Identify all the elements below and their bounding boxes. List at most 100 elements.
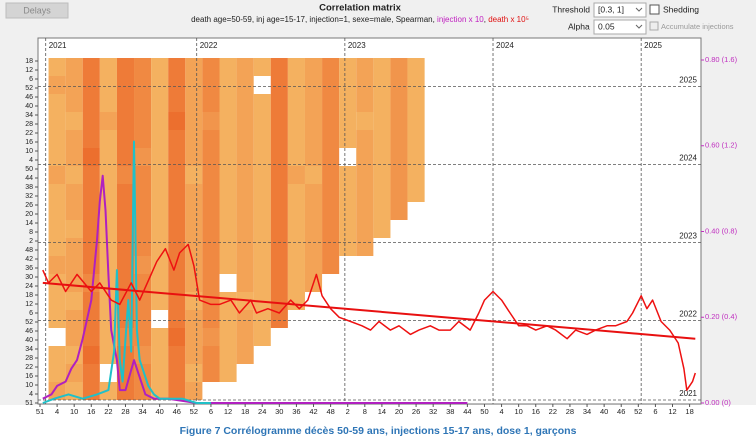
- heatmap-cell: [202, 238, 220, 256]
- heatmap-cell: [270, 76, 288, 94]
- y-week-label: 50: [25, 166, 33, 173]
- heatmap-cell: [322, 58, 340, 76]
- y-tick-label: 0.00 (0): [705, 398, 731, 407]
- y-tick-label: 0.20 (0.4): [705, 312, 738, 321]
- heatmap-cell: [236, 202, 254, 220]
- heatmap-cell: [168, 238, 186, 256]
- heatmap-cell: [287, 94, 305, 112]
- threshold-value[interactable]: [0.3, 1]: [598, 4, 624, 14]
- heatmap-cell: [236, 274, 254, 292]
- heatmap-cell: [116, 346, 135, 364]
- x-tick-label: 28: [566, 407, 574, 416]
- year-label-top: 2021: [49, 41, 67, 50]
- heatmap-cell: [48, 184, 66, 202]
- threshold-select[interactable]: [593, 2, 647, 18]
- heatmap-cell: [185, 238, 203, 256]
- heatmap-cell: [82, 166, 100, 184]
- chart-title: Correlation matrix: [319, 3, 402, 14]
- heatmap-cell: [373, 130, 391, 148]
- heatmap-cell: [287, 112, 305, 130]
- x-tick-label: 18: [685, 407, 693, 416]
- heatmap-cell: [253, 94, 271, 112]
- heatmap-cell: [99, 58, 117, 76]
- heatmap-cell: [202, 76, 220, 94]
- heatmap-cell: [202, 112, 220, 130]
- heatmap-cell: [373, 112, 391, 130]
- heatmap-cell: [185, 58, 203, 76]
- delays-label[interactable]: Delays: [23, 5, 51, 15]
- y-week-label: 46: [25, 94, 33, 101]
- heatmap-cell: [48, 238, 66, 256]
- heatmap-cell: [151, 202, 169, 220]
- heatmap-cell: [99, 130, 117, 148]
- heatmap-cell: [134, 220, 152, 238]
- y-week-label: 28: [25, 121, 33, 128]
- y-week-label: 40: [25, 337, 33, 344]
- heatmap-cell: [202, 166, 220, 184]
- y-week-label: 12: [25, 67, 33, 74]
- heatmap-cell: [322, 112, 340, 130]
- heatmap-cell: [185, 166, 203, 184]
- heatmap-cell: [219, 346, 237, 364]
- y-week-label: 6: [29, 76, 33, 83]
- accumulate-label[interactable]: Accumulate injections: [661, 22, 734, 31]
- heatmap-cell: [185, 112, 203, 130]
- heatmap-cell: [287, 184, 305, 202]
- alpha-select[interactable]: [593, 19, 647, 35]
- delays-button[interactable]: [5, 2, 69, 19]
- y-week-label: 40: [25, 103, 33, 110]
- heatmap-cell: [253, 130, 271, 148]
- heatmap-cell: [168, 382, 186, 400]
- heatmap-cell: [82, 112, 100, 130]
- heatmap-cell: [253, 112, 271, 130]
- heatmap-cell: [219, 184, 237, 202]
- heatmap-cell: [48, 94, 66, 112]
- heatmap-cell: [304, 130, 323, 148]
- heatmap-cell: [219, 148, 237, 166]
- heatmap-cell: [270, 130, 288, 148]
- heatmap-cell: [168, 256, 186, 274]
- heatmap-cell: [65, 256, 83, 274]
- heatmap-cell: [168, 292, 186, 310]
- heatmap-cell: [270, 220, 288, 238]
- x-tick-label: 46: [173, 407, 181, 416]
- figure-caption: Figure 7 Corrélogramme décès 50-59 ans, …: [180, 425, 577, 437]
- heatmap-cell: [322, 202, 340, 220]
- x-tick-label: 20: [395, 407, 403, 416]
- heatmap-cell: [65, 202, 83, 220]
- heatmap-cell: [202, 148, 220, 166]
- heatmap-cell: [202, 310, 220, 328]
- shedding-label[interactable]: Shedding: [663, 4, 699, 14]
- heatmap-cell: [373, 94, 391, 112]
- heatmap-cell: [202, 94, 220, 112]
- heatmap-cell: [168, 220, 186, 238]
- heatmap-cell: [202, 364, 220, 382]
- year-label-right: 2025: [679, 76, 697, 85]
- accumulate-checkbox[interactable]: [649, 21, 659, 31]
- heatmap-cell: [65, 292, 83, 310]
- heatmap-cell: [270, 184, 288, 202]
- heatmap-cell: [356, 202, 374, 220]
- y-week-label: 26: [25, 202, 33, 209]
- alpha-label: Alpha: [568, 21, 590, 31]
- heatmap-cell: [236, 148, 254, 166]
- heatmap-cell: [390, 184, 408, 202]
- year-label-right: 2021: [679, 389, 697, 398]
- heatmap-cell: [134, 166, 152, 184]
- heatmap-cell: [407, 94, 425, 112]
- heatmap-cell: [82, 76, 100, 94]
- alpha-value[interactable]: 0.05: [598, 21, 615, 31]
- heatmap-cell: [356, 220, 374, 238]
- shedding-checkbox[interactable]: [649, 4, 660, 15]
- x-tick-label: 12: [224, 407, 232, 416]
- heatmap-cell: [65, 238, 83, 256]
- year-label-top: 2023: [348, 41, 366, 50]
- heatmap-cell: [65, 364, 83, 382]
- x-tick-label: 44: [463, 407, 471, 416]
- heatmap-cell: [339, 184, 357, 202]
- year-label-top: 2022: [200, 41, 218, 50]
- heatmap-cell: [99, 220, 117, 238]
- heatmap-cell: [253, 274, 271, 292]
- heatmap-cell: [339, 202, 357, 220]
